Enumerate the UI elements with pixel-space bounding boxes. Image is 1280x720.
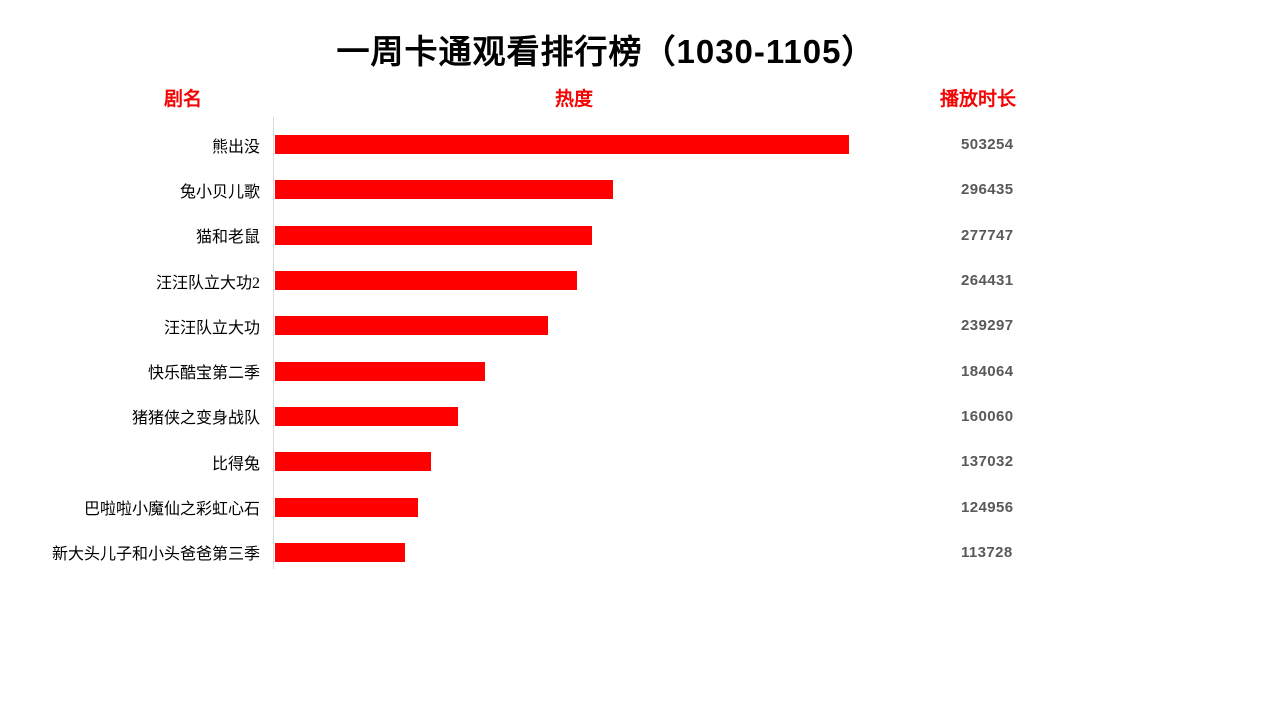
heat-bar (275, 271, 577, 291)
duration-value: 277747 (961, 226, 1014, 244)
duration-value: 503254 (961, 136, 1014, 154)
heat-bar (275, 361, 485, 381)
show-name-label: 汪汪队立大功2 (155, 274, 260, 292)
duration-value: 239297 (961, 317, 1014, 335)
chart-title: 一周卡通观看排行榜（1030-1105） (336, 33, 876, 70)
show-name-label: 新大头儿子和小头爸爸第三季 (51, 546, 260, 564)
heat-bar (275, 406, 458, 426)
show-name-label: 巴啦啦小魔仙之彩虹心石 (83, 501, 260, 519)
column-header-duration: 播放时长 (940, 89, 1017, 110)
chart-row: 猫和老鼠 277747 (0, 213, 1280, 258)
show-name-label: 快乐酷宝第二季 (147, 365, 260, 383)
chart-row: 猪猪侠之变身战队 160060 (0, 394, 1280, 439)
duration-value: 124956 (961, 498, 1014, 516)
duration-value: 137032 (961, 453, 1014, 471)
show-name-label: 比得兔 (211, 455, 260, 473)
column-header-heat: 热度 (555, 89, 594, 110)
duration-value: 113728 (961, 543, 1013, 561)
heat-bar (275, 316, 548, 336)
chart-row: 汪汪队立大功2 264431 (0, 258, 1280, 303)
show-name-label: 汪汪队立大功 (163, 319, 260, 337)
chart-row: 比得兔 137032 (0, 439, 1280, 484)
duration-value: 184064 (961, 362, 1014, 380)
duration-value: 264431 (961, 272, 1014, 290)
heat-bar (275, 180, 614, 200)
chart-row: 快乐酷宝第二季 184064 (0, 348, 1280, 393)
column-header-show-name: 剧名 (164, 89, 203, 110)
chart-row: 熊出没 503254 (0, 122, 1280, 167)
show-name-label: 熊出没 (211, 138, 260, 156)
show-name-label: 猪猪侠之变身战队 (131, 410, 260, 428)
duration-value: 296435 (961, 181, 1014, 199)
chart-row: 汪汪队立大功 239297 (0, 303, 1280, 348)
chart-row: 新大头儿子和小头爸爸第三季 113728 (0, 530, 1280, 575)
heat-bar (275, 452, 432, 472)
heat-bar (275, 542, 405, 562)
bar-rows: 熊出没 503254 兔小贝儿歌 296435 猫和老鼠 277747 汪汪队立… (0, 122, 1280, 575)
heat-bar (275, 135, 849, 155)
show-name-label: 兔小贝儿歌 (179, 183, 260, 201)
chart-row: 巴啦啦小魔仙之彩虹心石 124956 (0, 484, 1280, 529)
duration-value: 160060 (961, 407, 1014, 425)
y-axis-line (273, 117, 274, 569)
chart-row: 兔小贝儿歌 296435 (0, 167, 1280, 212)
heat-bar (275, 225, 592, 245)
show-name-label: 猫和老鼠 (195, 229, 260, 247)
heat-bar (275, 497, 418, 517)
